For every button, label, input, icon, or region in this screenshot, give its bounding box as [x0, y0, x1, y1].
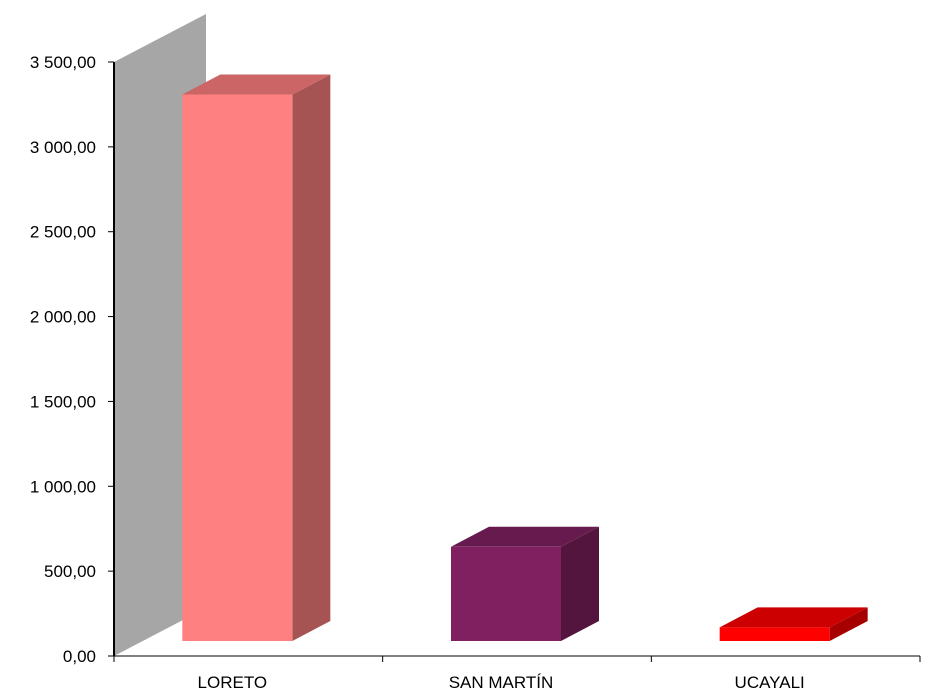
bar-series [182, 74, 868, 641]
x-category-label: SAN MARTÍN [449, 673, 554, 692]
y-tick-label: 500,00 [44, 562, 96, 581]
bar-front-face [719, 627, 830, 641]
bar-front-face [451, 546, 561, 641]
x-axis-category-labels: LORETO SAN MARTÍN UCAYALI [198, 673, 805, 692]
y-tick-label: 2 500,00 [30, 223, 96, 242]
bar-ucayali [719, 607, 868, 641]
bar-loreto [182, 74, 331, 641]
bar-top-face [451, 526, 599, 547]
bar-front-face [182, 94, 293, 641]
bar-side-face [561, 526, 599, 641]
x-category-label: UCAYALI [735, 673, 805, 692]
x-axis-ticks [113, 656, 921, 662]
bar-top-face [719, 607, 868, 628]
bar-side-face [829, 607, 868, 641]
y-tick-label: 0,00 [63, 647, 96, 666]
y-axis-ticks: 0,00 500,00 1 000,00 1 500,00 2 000,00 2 500,… [30, 53, 114, 666]
y-tick-label: 3 500,00 [30, 53, 96, 72]
y-tick-label: 1 500,00 [30, 392, 96, 411]
bar-san-mart-n [451, 526, 599, 641]
bar-top-face [182, 74, 331, 95]
x-category-label: LORETO [198, 673, 268, 692]
y-tick-label: 1 000,00 [30, 477, 96, 496]
y-tick-label: 2 000,00 [30, 308, 96, 327]
bar-side-face [292, 74, 331, 641]
y-tick-label: 3 000,00 [30, 138, 96, 157]
